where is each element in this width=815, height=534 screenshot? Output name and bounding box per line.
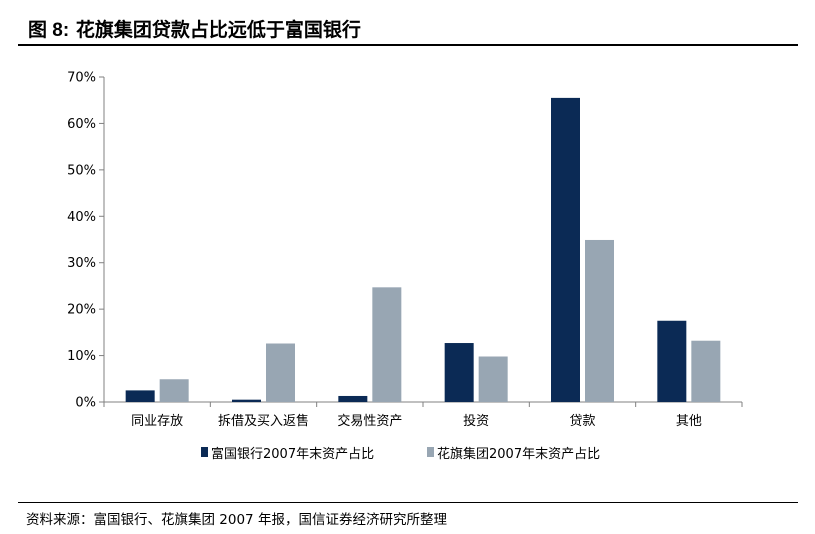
bar-chart: 0% 10% 20% 30% 40% 50% 60% 70% 同业存放 拆借及买入返售 交易性资产… [67,71,743,462]
bar-series-1 [551,97,580,403]
bar-series-2 [478,356,508,402]
bar-series-1 [444,343,474,402]
bar-series-1 [125,390,155,402]
y-tick-label: 10% [67,349,96,364]
bar-series-2 [266,343,295,402]
legend-swatch [427,447,434,457]
bar-series-1 [232,399,261,402]
y-tick-label: 30% [67,256,96,271]
y-tick-label: 40% [67,210,96,225]
y-tick-label: 0% [75,396,96,411]
bar-series-1 [338,395,368,402]
x-tick-label: 同业存放 [131,414,183,429]
legend: 富国银行2007年末资产占比 花旗集团2007年末资产占比 [201,446,600,462]
y-tick-label: 20% [67,303,96,318]
y-tick-label: 70% [67,71,96,86]
figure-title: 图 8: 花旗集团贷款占比远低于富国银行 [28,15,361,42]
y-tick-label: 50% [67,163,96,178]
x-tick-label: 其他 [676,414,702,429]
bar-series-2 [372,287,402,402]
x-tick-label: 贷款 [569,414,595,429]
bar-series-2 [585,239,614,402]
legend-swatch [201,447,208,457]
legend-label: 花旗集团2007年末资产占比 [437,446,600,462]
bar-series-1 [657,320,687,402]
x-axis: 同业存放 拆借及买入返售 交易性资产 投资 贷款 其他 [103,401,743,429]
footer-divider [18,502,798,503]
title-bar: 图 8: 花旗集团贷款占比远低于富国银行 [18,6,798,46]
x-tick-label: 交易性资产 [337,413,402,429]
x-tick-label: 拆借及买入返售 [218,413,309,429]
figure-title-text: 花旗集团贷款占比远低于富国银行 [75,19,361,41]
bar-series-2 [691,340,721,402]
x-tick-label: 投资 [463,413,489,429]
y-axis: 0% 10% 20% 30% 40% 50% 60% 70% [67,71,105,411]
y-tick-label: 60% [67,117,96,132]
figure-label: 图 8: [28,20,70,41]
bars [125,97,721,403]
source-note: 资料来源：富国银行、花旗集团 2007 年报，国信证券经济研究所整理 [26,512,447,528]
bar-series-2 [159,379,189,402]
legend-label: 富国银行2007年末资产占比 [211,446,374,462]
